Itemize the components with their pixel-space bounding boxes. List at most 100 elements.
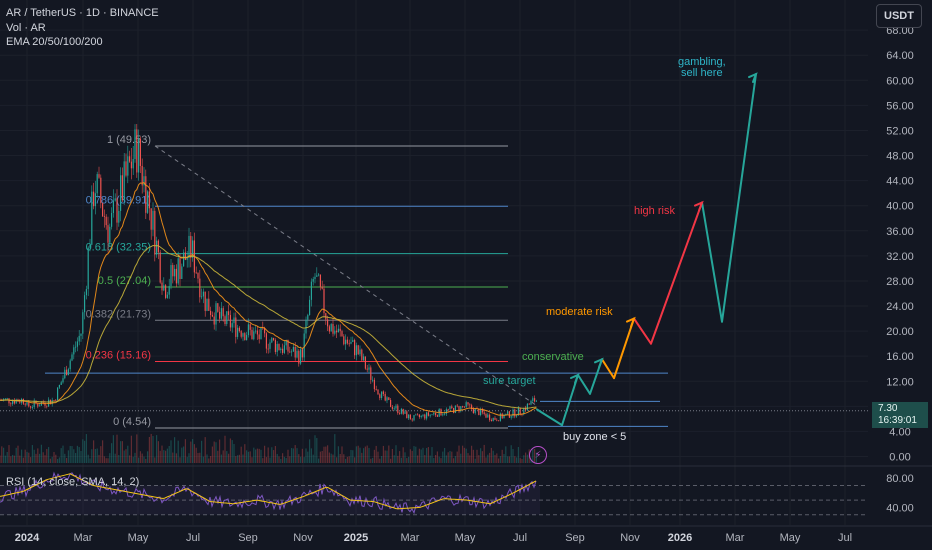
volume-bar (37, 448, 39, 463)
candle-body (494, 417, 496, 420)
candle-body (451, 406, 453, 409)
volume-bar (368, 447, 370, 463)
lightning-icon[interactable]: ⚡ (529, 446, 547, 464)
volume-bar (339, 453, 341, 463)
projection-segment (577, 373, 591, 395)
candle-body (339, 328, 341, 332)
volume-bar (91, 449, 93, 463)
candle-body (157, 240, 159, 253)
volume-bar (193, 444, 195, 463)
volume-bar (152, 435, 154, 463)
candle-body (404, 411, 406, 414)
volume-bar (156, 435, 158, 463)
volume-bar (296, 448, 298, 463)
arrow-head (748, 72, 758, 84)
ema-legend: EMA 20/50/100/200 (6, 36, 103, 48)
candle-body (184, 252, 186, 260)
candle-body (402, 408, 404, 414)
volume-bar (435, 454, 437, 463)
volume-bar (469, 455, 471, 463)
volume-bar (179, 457, 181, 463)
annotation-label: sell here (681, 67, 723, 79)
volume-bar (121, 441, 123, 463)
projection-segment (721, 73, 757, 323)
candle-body (343, 336, 345, 345)
candle-body (472, 409, 474, 414)
candle-body (280, 348, 282, 351)
volume-bar (31, 445, 33, 463)
candle-body (111, 212, 113, 227)
candle-body (298, 350, 300, 364)
time-tick-label: Nov (293, 532, 313, 544)
volume-bar (26, 451, 28, 463)
currency-button[interactable]: USDT (876, 4, 922, 28)
volume-bar (480, 448, 482, 463)
volume-bar (210, 455, 212, 463)
volume-bar (24, 449, 26, 463)
volume-bars (0, 433, 537, 463)
candle-body (226, 311, 228, 325)
projection-segment (601, 358, 615, 380)
volume-bar (130, 435, 132, 463)
candle-body (332, 324, 334, 334)
candle-body (481, 408, 483, 413)
fib-label: 0 (4.54) (113, 416, 151, 428)
candle-body (12, 400, 14, 404)
time-tick-label: May (128, 532, 149, 544)
volume-bar (114, 453, 116, 463)
candle-body (267, 348, 269, 350)
rsi-tick-label: 40.00 (886, 502, 914, 514)
volume-bar (154, 457, 156, 463)
volume-bar (262, 458, 264, 463)
volume-bar (181, 447, 183, 463)
volume-bar (427, 447, 429, 463)
candle-body (89, 244, 91, 248)
volume-bar (357, 445, 359, 463)
candle-body (264, 328, 266, 334)
candle-body (150, 208, 152, 230)
volume-bar (492, 450, 494, 463)
candle-body (465, 402, 467, 407)
candle-body (463, 406, 465, 408)
candle-body (168, 286, 170, 295)
candle-body (15, 399, 17, 404)
candle-body (217, 303, 219, 312)
price-tick-label: 32.00 (886, 251, 914, 263)
last-price-tag: 7.30 16:39:01 (872, 402, 928, 428)
candle-body (145, 176, 147, 213)
volume-bar (507, 456, 509, 463)
volume-bar (350, 449, 352, 463)
candle-body (282, 348, 284, 353)
candle-body (141, 165, 143, 186)
time-tick-label: 2025 (344, 532, 368, 544)
volume-bar (265, 457, 267, 463)
candle-body (499, 413, 501, 421)
price-tick-label: 16.00 (886, 351, 914, 363)
candle-body (123, 161, 125, 201)
time-tick-label: Mar (74, 532, 93, 544)
candle-body (478, 408, 480, 416)
candle-body (78, 335, 80, 342)
candle-body (91, 191, 93, 245)
volume-bar (273, 450, 275, 463)
candle-body (467, 402, 469, 405)
volume-bar (100, 446, 102, 463)
volume-bar (3, 447, 5, 463)
volume-bar (17, 445, 19, 463)
volume-bar (215, 442, 217, 463)
candle-body (528, 403, 530, 405)
candle-body (276, 344, 278, 352)
candle-body (431, 414, 433, 416)
candle-body (415, 414, 417, 416)
candle-body (247, 324, 249, 336)
volume-bar (501, 449, 503, 463)
candle-body (516, 415, 518, 417)
volume-bar (445, 455, 447, 463)
candle-body (76, 341, 78, 347)
candle-body (503, 415, 505, 419)
candle-body (424, 414, 426, 419)
candle-body (24, 403, 26, 405)
candle-body (345, 339, 347, 345)
volume-bar (379, 458, 381, 463)
